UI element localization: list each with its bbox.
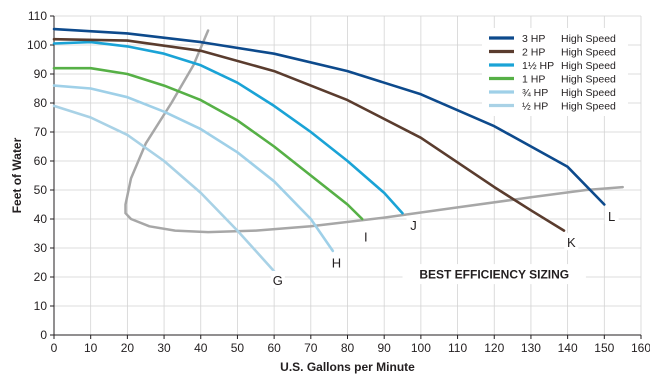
legend-series-speed: High Speed <box>561 47 616 59</box>
legend-background <box>482 28 628 116</box>
point-label-background <box>329 253 344 271</box>
y-tick-label: 0 <box>40 328 47 342</box>
legend-series-speed: High Speed <box>561 33 616 45</box>
point-label-background <box>406 215 421 233</box>
x-tick-label: 20 <box>121 341 135 355</box>
x-tick-label: 80 <box>341 341 355 355</box>
legend-series-name: 1 HP <box>522 74 545 86</box>
y-tick-label: 60 <box>34 154 48 168</box>
series-line <box>52 40 404 215</box>
point-label: J <box>410 218 417 233</box>
x-tick-label: 140 <box>558 341 578 355</box>
legend-series-name: ¾ HP <box>522 87 548 99</box>
series-line <box>52 27 606 206</box>
x-tick-label: 70 <box>304 341 318 355</box>
x-tick-label: 110 <box>448 341 467 355</box>
y-tick-label: 50 <box>34 183 48 197</box>
x-tick-label: 30 <box>157 341 171 355</box>
point-label: G <box>273 273 283 288</box>
legend-series-name: ½ HP <box>522 101 548 113</box>
y-tick-label: 10 <box>34 299 48 313</box>
y-tick-label: 90 <box>34 67 48 81</box>
x-tick-labels: 0 10 20 30 40 50 60 70 80 90 100 110 120 130 140 150 160 <box>51 341 650 355</box>
series-line <box>52 66 364 221</box>
x-tick-label: 60 <box>267 341 281 355</box>
point-label-background <box>564 233 579 251</box>
x-tick-label: 130 <box>521 341 541 355</box>
x-tick-label: 90 <box>378 341 392 355</box>
x-tick-label: 40 <box>194 341 208 355</box>
series-line <box>52 104 276 273</box>
y-axis-label: Feet of Water <box>10 137 24 213</box>
efficiency-band-background <box>402 264 586 285</box>
point-labels: G H I J K L <box>270 207 619 288</box>
x-tick-label: 10 <box>84 341 98 355</box>
legend-series-speed: High Speed <box>561 60 616 72</box>
point-label: L <box>608 209 615 224</box>
y-tick-label: 30 <box>34 241 48 255</box>
y-tick-label: 40 <box>34 212 48 226</box>
legend-series-name: 1½ HP <box>522 60 554 72</box>
x-tick-label: 50 <box>231 341 245 355</box>
legend-series-speed: High Speed <box>561 87 616 99</box>
series-line <box>52 84 335 253</box>
legend-series-name: 2 HP <box>522 47 545 59</box>
legend-series-speed: High Speed <box>561 101 616 113</box>
point-label: K <box>567 235 576 250</box>
legend: 3 HP High Speed 2 HP High Speed 1½ HP High Sp… <box>482 28 628 116</box>
point-label-background <box>358 227 373 245</box>
legend-series-name: 3 HP <box>522 33 545 45</box>
legend-series-speed: High Speed <box>561 74 616 86</box>
x-tick-label: 100 <box>411 341 431 355</box>
point-label: H <box>332 256 341 271</box>
x-tick-label: 0 <box>51 341 58 355</box>
x-tick-label: 160 <box>631 341 650 355</box>
y-tick-label: 110 <box>28 9 47 23</box>
y-tick-labels: 0 10 20 30 40 50 60 70 80 90 100 110 <box>27 9 47 342</box>
efficiency-curve-line <box>124 29 624 234</box>
efficiency-band-label: BEST EFFICIENCY SIZING <box>419 268 569 282</box>
y-tick-label: 80 <box>34 96 48 110</box>
y-tick-label: 100 <box>27 38 47 52</box>
series-lines <box>52 27 624 273</box>
point-label: I <box>364 229 368 244</box>
y-tick-label: 20 <box>34 270 48 284</box>
efficiency-band: BEST EFFICIENCY SIZING <box>402 264 586 285</box>
series-line <box>52 37 566 232</box>
x-tick-label: 120 <box>484 341 504 355</box>
x-tick-label: 150 <box>594 341 614 355</box>
x-axis-label: U.S. Gallons per Minute <box>280 360 415 374</box>
y-tick-label: 70 <box>34 125 48 139</box>
point-label-background <box>604 207 619 225</box>
point-label-background <box>270 270 285 288</box>
